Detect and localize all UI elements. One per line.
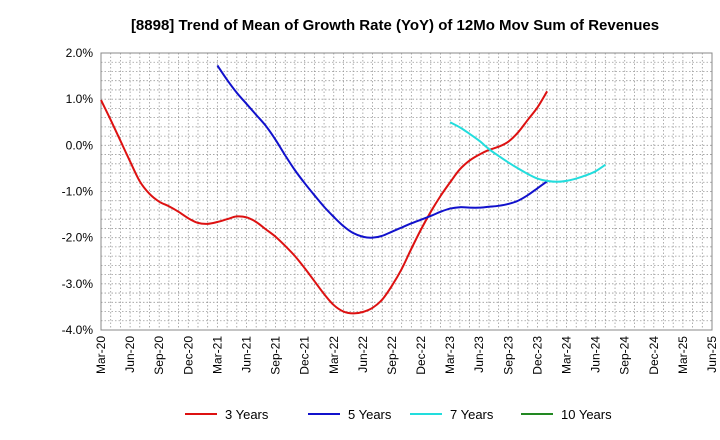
y-tick-label: 1.0% [66,92,94,106]
x-tick-label: Jun-25 [705,336,719,373]
legend-label: 3 Years [225,407,269,422]
x-tick-label: Dec-24 [647,336,661,375]
x-tick-label: Dec-21 [298,336,312,375]
series-layer [100,64,606,315]
x-axis: Mar-20 Jun-20 Sep-20 Dec-20 Mar-21 Jun-21 Sep-… [94,336,719,375]
chart-title: [8898] Trend of Mean of Growth Rate (YoY… [131,17,659,34]
x-tick-label: Dec-23 [530,336,544,375]
x-tick-label: Sep-23 [501,336,515,375]
x-tick-label: Jun-22 [356,336,370,373]
x-tick-label: Mar-20 [94,336,108,374]
x-tick-label: Jun-23 [472,336,486,373]
x-tick-label: Sep-22 [385,336,399,375]
x-tick-label: Sep-21 [269,336,283,375]
series-line-7-years [449,121,606,183]
x-tick-label: Jun-24 [589,336,603,373]
x-tick-label: Sep-24 [618,336,632,375]
legend-label: 10 Years [561,407,612,422]
x-tick-label: Jun-21 [239,336,253,373]
series-line-5-years [216,64,548,239]
y-tick-label: 2.0% [66,46,94,60]
y-tick-label: -4.0% [62,323,94,337]
legend-label: 5 Years [348,407,392,422]
x-tick-label: Mar-25 [676,336,690,374]
x-tick-label: Dec-22 [414,336,428,375]
x-tick-label: Mar-24 [560,336,574,374]
grid [101,53,712,330]
y-tick-label: 0.0% [66,138,94,152]
legend: 3 Years 5 Years 7 Years 10 Years [185,407,612,422]
series-line-3-years [100,90,548,315]
x-tick-label: Dec-20 [181,336,195,375]
y-tick-label: -2.0% [62,231,94,245]
x-tick-label: Mar-21 [210,336,224,374]
x-tick-label: Mar-23 [443,336,457,374]
y-tick-label: -1.0% [62,185,94,199]
x-tick-label: Jun-20 [123,336,137,373]
y-tick-label: -3.0% [62,277,94,291]
x-tick-label: Mar-22 [327,336,341,374]
x-tick-label: Sep-20 [152,336,166,375]
plot-area-frame [100,52,713,331]
y-axis: 2.0% 1.0% 0.0% -1.0% -2.0% -3.0% -4.0% [62,46,94,337]
legend-label: 7 Years [450,407,494,422]
